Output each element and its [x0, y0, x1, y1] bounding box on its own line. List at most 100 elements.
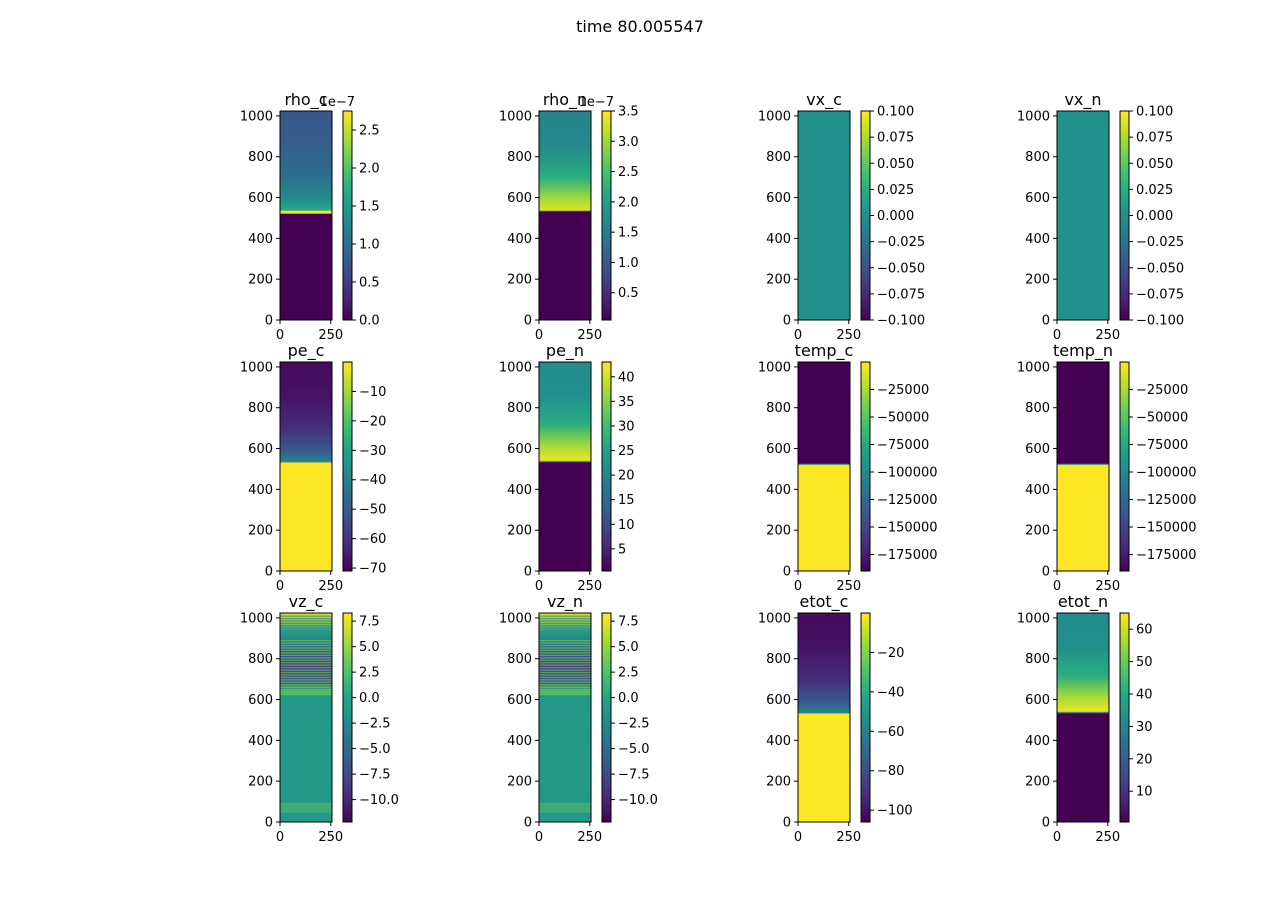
- ytick-label: 0: [783, 565, 791, 580]
- subplot-temp_c: temp_c 0 200 400 600 800 1000 0 250 −175000 −15000…: [758, 341, 938, 594]
- colorbar-tick-label: 1.5: [359, 200, 380, 215]
- stripe: [539, 777, 591, 779]
- stripe: [280, 767, 332, 769]
- stripe: [539, 718, 591, 720]
- stripe: [280, 789, 332, 791]
- colorbar-tick-label: −0.050: [877, 261, 925, 276]
- stripe: [539, 659, 591, 661]
- stripe: [539, 728, 591, 730]
- colorbar-tick-label: 30: [618, 419, 635, 434]
- colorbar: [1119, 612, 1130, 823]
- ytick-label: 0: [1042, 565, 1050, 580]
- stripe: [280, 799, 332, 801]
- colorbar-tick-label: −60: [877, 725, 904, 740]
- heatmap-image: [280, 362, 332, 571]
- stripe: [539, 713, 591, 715]
- stripe: [539, 674, 591, 676]
- stripe: [539, 759, 591, 761]
- stripe: [280, 755, 332, 757]
- ytick-label: 800: [1025, 150, 1050, 165]
- xtick-label: 0: [794, 830, 802, 845]
- stripe: [280, 691, 332, 693]
- subplot-title: vz_c: [289, 592, 324, 612]
- stripe: [539, 708, 591, 710]
- stripe: [280, 625, 332, 627]
- colorbar-tick-label: 0.100: [877, 105, 914, 120]
- stripe: [539, 652, 591, 654]
- stripe: [539, 742, 591, 744]
- ytick-label: 400: [1025, 483, 1050, 498]
- stripe: [539, 649, 591, 652]
- stripe: [280, 620, 332, 622]
- subplot-title: vx_c: [806, 90, 842, 110]
- stripe: [539, 644, 591, 647]
- xtick-label: 250: [1095, 830, 1120, 845]
- colorbar-tick-label: 40: [1136, 688, 1153, 703]
- ytick-label: 1000: [499, 109, 532, 124]
- stripe: [280, 725, 332, 727]
- stripe: [539, 671, 591, 674]
- stripe: [539, 723, 591, 725]
- subplot-rho_n: rho_n 0 200 400 600 800 1000 0 250 0.5 1.0 1.5 2.0 2.…: [499, 90, 639, 343]
- stripe: [280, 649, 332, 652]
- colorbar-tick-label: −50000: [877, 411, 929, 426]
- ytick-label: 1000: [758, 360, 791, 375]
- ytick-label: 1000: [499, 611, 532, 626]
- stripe: [280, 772, 332, 774]
- colorbar-tick-label: −80: [877, 764, 904, 779]
- colorbar-tick-label: −2.5: [359, 717, 391, 732]
- stripe: [280, 666, 332, 669]
- colorbar-tick-label: −50000: [1136, 411, 1188, 426]
- stripe: [539, 767, 591, 769]
- ytick-label: 1000: [240, 109, 273, 124]
- xtick-label: 0: [794, 328, 802, 343]
- colorbar-tick-label: 10: [618, 518, 635, 533]
- stripe: [280, 784, 332, 786]
- colorbar-tick-label: −0.100: [877, 314, 925, 329]
- colorbar-tick-label: −40: [359, 473, 386, 488]
- ytick-label: 200: [1025, 775, 1050, 790]
- stripe: [539, 698, 591, 700]
- stripe: [280, 676, 332, 679]
- ytick-label: 1000: [758, 109, 791, 124]
- subplot-vz_c: vz_c 0 200 400 600 800 1000 0 250 −10.0 −7.5 −5.0 −2…: [240, 592, 399, 845]
- ytick-label: 400: [507, 734, 532, 749]
- ytick-label: 0: [783, 314, 791, 329]
- subplot-vz_n: vz_n 0 200 400 600 800 1000 0 250 −10.0 −7.5 −5.0 −2…: [499, 592, 658, 845]
- stripe: [280, 657, 332, 659]
- stripe: [539, 735, 591, 737]
- colorbar-tick-label: −100000: [1136, 466, 1197, 481]
- ytick-label: 200: [766, 273, 791, 288]
- axes-frame: [1056, 612, 1110, 823]
- figure-suptitle: time 80.005547: [576, 17, 704, 36]
- stripe: [280, 617, 332, 620]
- stripe: [280, 674, 332, 676]
- stripe: [539, 789, 591, 791]
- colorbar-tick-label: −60: [359, 532, 386, 547]
- stripe-band: [539, 802, 591, 813]
- stripe: [539, 703, 591, 705]
- subplot-title: vx_n: [1064, 90, 1101, 110]
- ytick-label: 0: [783, 816, 791, 831]
- stripe: [280, 639, 332, 642]
- colorbar-tick-label: 0.075: [1136, 131, 1173, 146]
- stripe: [539, 701, 591, 703]
- ytick-label: 400: [766, 483, 791, 498]
- colorbar-tick-label: −75000: [877, 438, 929, 453]
- ytick-label: 600: [766, 693, 791, 708]
- ytick-label: 800: [766, 150, 791, 165]
- colorbar-tick-label: 1.0: [359, 238, 380, 253]
- stripe: [280, 808, 332, 810]
- stripe: [539, 764, 591, 766]
- stripe: [539, 737, 591, 739]
- stripe: [280, 632, 332, 634]
- heatmap-image: [539, 613, 591, 822]
- subplot-rho_c: rho_c 0 200 400 600 800 1000 0 250 0.0 0.5 1.0 1.5 2.…: [240, 90, 380, 343]
- ytick-label: 0: [1042, 314, 1050, 329]
- ytick-label: 200: [248, 775, 273, 790]
- stripe: [539, 786, 591, 788]
- stripe: [280, 622, 332, 625]
- colorbar-tick-label: 0.0: [359, 314, 380, 329]
- subplot-vx_c: vx_c 0 200 400 600 800 1000 0 250 −0.100 −0.075 −0.…: [758, 90, 925, 343]
- subplot-pe_c: pe_c 0 200 400 600 800 1000 0 250 −70 −60 −50 −40 −30…: [240, 341, 387, 594]
